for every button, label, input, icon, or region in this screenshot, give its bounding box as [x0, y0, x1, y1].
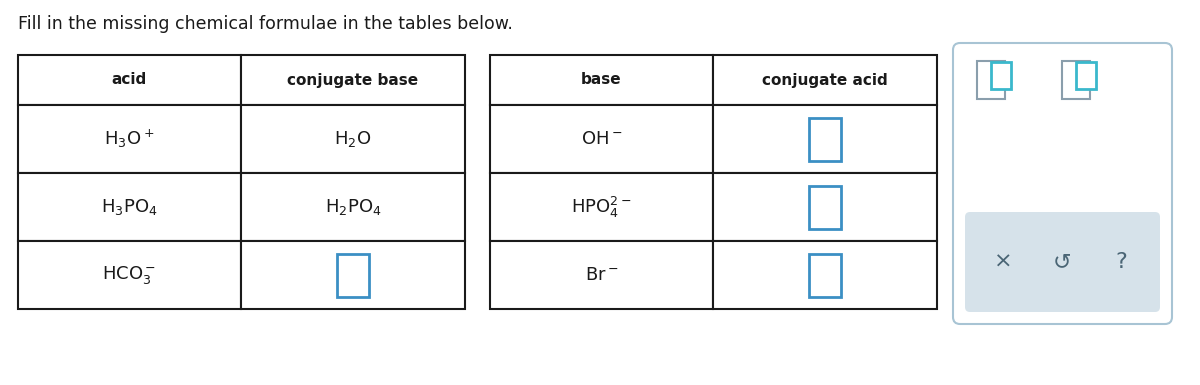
FancyBboxPatch shape	[953, 43, 1172, 324]
Text: conjugate acid: conjugate acid	[762, 72, 888, 87]
Bar	[241, 241, 466, 309]
Text: HCO$_3^-$: HCO$_3^-$	[102, 264, 156, 286]
Text: OH$^-$: OH$^-$	[581, 130, 623, 148]
Bar	[337, 253, 370, 296]
Text: H$_3$O$^+$: H$_3$O$^+$	[104, 128, 155, 150]
Text: base: base	[581, 72, 622, 87]
Bar	[490, 241, 713, 309]
Bar	[18, 55, 241, 105]
Text: conjugate base: conjugate base	[288, 72, 419, 87]
Bar	[241, 173, 466, 241]
Bar	[809, 117, 841, 161]
Bar	[18, 105, 241, 173]
Text: ×: ×	[994, 252, 1013, 272]
Bar	[977, 61, 1006, 99]
Text: ↺: ↺	[1054, 252, 1072, 272]
Bar	[490, 105, 713, 173]
Text: H$_3$PO$_4$: H$_3$PO$_4$	[101, 197, 158, 217]
Text: H$_2$O: H$_2$O	[335, 129, 372, 149]
Bar	[713, 55, 937, 105]
Text: Fill in the missing chemical formulae in the tables below.: Fill in the missing chemical formulae in…	[18, 15, 512, 33]
Bar	[1062, 61, 1090, 99]
Bar	[809, 253, 841, 296]
Text: ?: ?	[1116, 252, 1128, 272]
Bar	[18, 241, 241, 309]
Bar	[490, 173, 713, 241]
Bar	[713, 105, 937, 173]
Bar	[991, 62, 1010, 89]
Bar	[490, 55, 713, 105]
Bar	[713, 173, 937, 241]
Bar	[713, 241, 937, 309]
Text: HPO$_4^{2-}$: HPO$_4^{2-}$	[571, 194, 631, 219]
Bar	[1076, 62, 1096, 89]
Text: H$_2$PO$_4$: H$_2$PO$_4$	[325, 197, 382, 217]
Text: Br$^-$: Br$^-$	[584, 266, 618, 284]
Bar	[18, 173, 241, 241]
Bar	[241, 55, 466, 105]
Bar	[809, 186, 841, 229]
Text: acid: acid	[112, 72, 148, 87]
FancyBboxPatch shape	[965, 212, 1160, 312]
Bar	[241, 105, 466, 173]
